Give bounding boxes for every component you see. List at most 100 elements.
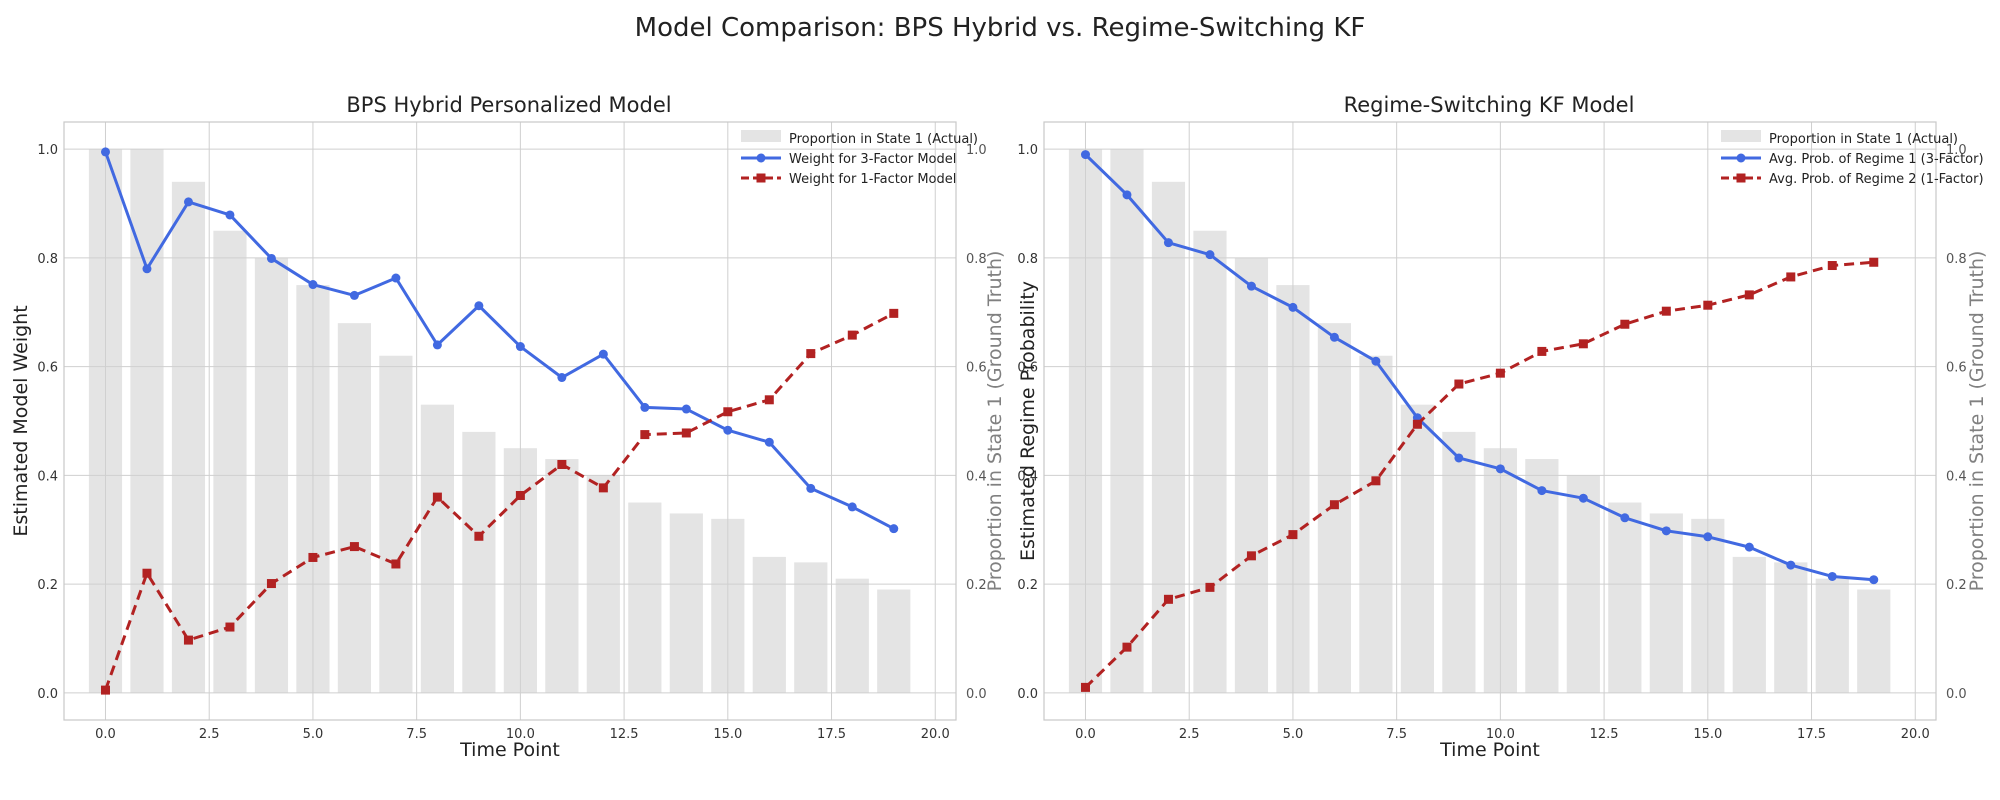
x-tick-label: 17.5 [817, 727, 846, 742]
data-point [432, 340, 442, 350]
y-axis-label-right: Proportion in State 1 (Ground Truth) [984, 251, 1006, 592]
data-point [889, 308, 899, 318]
data-point [349, 542, 359, 552]
state1-bar [835, 578, 869, 693]
x-tick-label: 10.0 [1486, 727, 1515, 742]
data-point [1786, 272, 1796, 282]
x-tick-label: 10.0 [506, 727, 535, 742]
data-point [1329, 500, 1339, 510]
data-point [1454, 453, 1464, 463]
x-tick-label: 15.0 [1693, 727, 1722, 742]
legend-swatch-bar [1721, 130, 1761, 142]
state1-bar [752, 556, 786, 693]
axes-frame [1043, 121, 1937, 721]
x-tick-label: 20.0 [1901, 727, 1930, 742]
data-point [349, 290, 359, 300]
legend-label: Weight for 3-Factor Model [789, 152, 956, 167]
data-point [1578, 339, 1588, 349]
data-point [806, 483, 816, 493]
data-point [1661, 526, 1671, 536]
data-point [1537, 346, 1547, 356]
x-tick-label: 5.0 [1283, 727, 1304, 742]
panel-bps-hybrid: BPS Hybrid Personalized Model 0.0 2.5 5.0 7… [10, 93, 1006, 761]
bar-layer [88, 149, 911, 693]
x-tick-label: 7.5 [406, 727, 427, 742]
y-tick-label-right: 1.0 [966, 143, 987, 158]
data-point [308, 280, 318, 290]
state1-bar [420, 404, 454, 693]
y-tick-label-right: 0.2 [966, 578, 987, 593]
state1-bar [1525, 459, 1559, 693]
y-tick-label: 0.8 [1017, 252, 1038, 267]
state1-bar [379, 355, 413, 693]
series-line [104, 312, 895, 691]
state1-bar [337, 323, 372, 693]
x-axis-label: Time Point [1439, 739, 1540, 761]
data-point [515, 342, 525, 352]
data-point [1080, 682, 1090, 692]
data-point [764, 437, 774, 447]
series-line [1084, 260, 1874, 689]
data-point [1205, 250, 1215, 260]
x-tick-label: 0.0 [95, 727, 116, 742]
series-line [104, 151, 895, 530]
data-point [598, 483, 608, 493]
data-point [847, 330, 857, 340]
state1-bar [1732, 556, 1766, 693]
data-point [1122, 642, 1132, 652]
figure-title: Model Comparison: BPS Hybrid vs. Regime-… [635, 13, 1366, 43]
data-point [806, 349, 816, 359]
data-point [723, 425, 733, 435]
legend-marker [1736, 173, 1746, 183]
data-point [1495, 368, 1505, 378]
x-tick-label: 5.0 [303, 727, 324, 742]
state1-bar [628, 502, 662, 693]
data-point [515, 490, 525, 500]
data-point [1620, 513, 1630, 523]
data-point [1744, 542, 1754, 552]
x-tick-label: 7.5 [1386, 727, 1407, 742]
data-point [764, 395, 774, 405]
panel-title: BPS Hybrid Personalized Model [346, 93, 671, 117]
state1-bar [130, 149, 164, 693]
state1-bar [1608, 502, 1642, 693]
y-tick-label: 0.0 [1017, 687, 1038, 702]
legend-label: Proportion in State 1 (Actual) [1769, 132, 1958, 147]
state1-bar [877, 589, 911, 693]
x-axis-label: Time Point [459, 739, 560, 761]
legend-label: Proportion in State 1 (Actual) [789, 132, 978, 147]
data-point [100, 147, 110, 157]
state1-bar [1774, 562, 1808, 693]
data-point [1288, 530, 1298, 540]
state1-bar [1815, 578, 1849, 693]
axes-frame [63, 121, 957, 721]
data-point [1537, 486, 1547, 496]
y-tick-label-right: 0.6 [1946, 361, 1967, 376]
y-tick-label: 1.0 [1017, 143, 1038, 158]
data-point [142, 264, 152, 274]
data-point [266, 579, 276, 589]
data-point [1122, 190, 1132, 200]
state1-bar [794, 562, 828, 693]
x-tick-label: 17.5 [1797, 727, 1826, 742]
data-point [847, 502, 857, 512]
data-point [889, 524, 899, 534]
x-tick-label: 12.5 [610, 727, 639, 742]
data-point [100, 685, 110, 695]
data-point [557, 373, 567, 383]
legend-marker [756, 173, 766, 183]
legend-swatch-bar [741, 130, 781, 142]
legend: Proportion in State 1 (Actual) Weight for… [741, 130, 978, 187]
data-point [1329, 332, 1339, 342]
x-tick-label: 0.0 [1075, 727, 1096, 742]
x-tick-label: 2.5 [199, 727, 220, 742]
y-tick-label-right: 0.8 [1946, 252, 1967, 267]
data-point [183, 635, 193, 645]
data-point [1869, 575, 1879, 585]
data-point [308, 552, 318, 562]
legend-label: Avg. Prob. of Regime 1 (3-Factor) [1769, 152, 1984, 167]
y-tick-label: 0.4 [37, 469, 58, 484]
state1-bar [1400, 404, 1434, 693]
data-point [225, 210, 235, 220]
y-tick-label: 0.4 [1017, 469, 1038, 484]
